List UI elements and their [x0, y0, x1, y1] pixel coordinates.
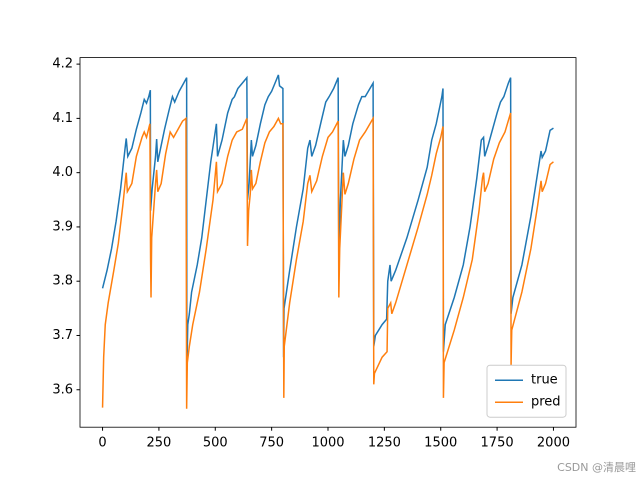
legend-box	[486, 364, 567, 418]
axes-frame	[79, 57, 577, 428]
x-tick-label: 1000	[311, 436, 344, 451]
x-tick-label: 250	[146, 436, 171, 451]
x-tick-label: 1750	[481, 436, 514, 451]
legend-label: pred	[531, 395, 561, 410]
x-tick-label: 750	[259, 436, 284, 451]
x-tick-label: 1250	[368, 436, 401, 451]
y-tick-label: 3.8	[52, 274, 73, 289]
y-tick-label: 4.2	[52, 57, 73, 72]
watermark: CSDN @清晨哩	[557, 461, 636, 474]
legend-label: true	[531, 373, 558, 388]
x-tick-label: 1500	[424, 436, 457, 451]
series-line	[101, 112, 554, 409]
y-tick-label: 4.0	[52, 165, 73, 180]
series-line	[101, 74, 554, 371]
x-tick-label: 0	[98, 436, 106, 451]
y-tick-label: 3.7	[52, 328, 73, 343]
y-tick-label: 3.9	[52, 219, 73, 234]
y-tick-label: 4.1	[52, 111, 73, 126]
y-tick-label: 3.6	[52, 382, 73, 397]
x-tick-label: 500	[203, 436, 228, 451]
x-tick-label: 2000	[537, 436, 570, 451]
